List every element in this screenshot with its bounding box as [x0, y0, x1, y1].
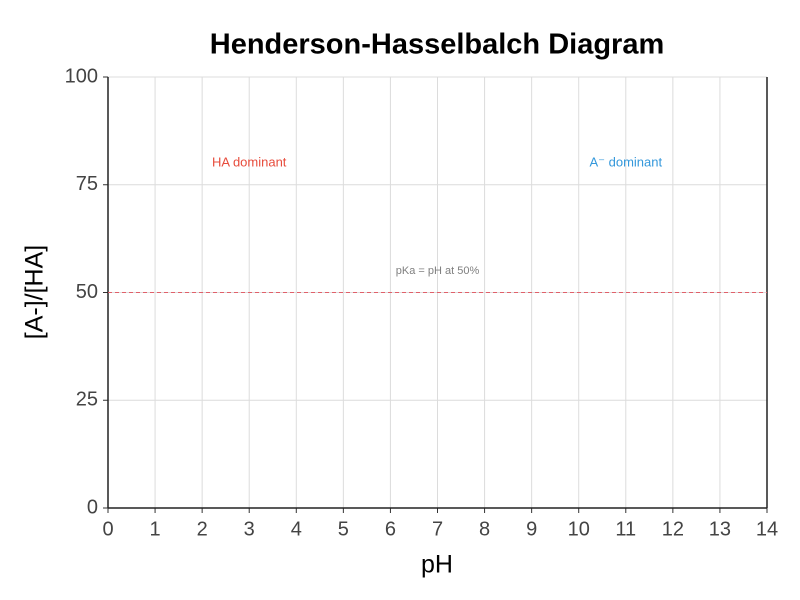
x-tick-label: 10 — [568, 518, 590, 540]
x-tick-label: 13 — [709, 518, 731, 540]
x-tick-label: 3 — [244, 518, 255, 540]
x-axis-label: pH — [421, 551, 453, 579]
y-tick-label: 0 — [87, 496, 98, 518]
x-tick-label: 0 — [102, 518, 113, 540]
y-tick-label: 50 — [76, 281, 98, 303]
x-tick-label: 8 — [479, 518, 490, 540]
annotation: pKa = pH at 50% — [396, 265, 480, 277]
x-tick-label: 14 — [756, 518, 778, 540]
x-tick-label: 12 — [662, 518, 684, 540]
chart-title: Henderson-Hasselbalch Diagram — [210, 29, 664, 61]
x-tick-label: 11 — [615, 518, 636, 540]
x-tick-label: 2 — [197, 518, 208, 540]
x-tick-label: 1 — [150, 518, 161, 540]
y-tick-label: 75 — [76, 173, 98, 195]
y-tick-label: 100 — [65, 65, 98, 87]
x-tick-label: 7 — [432, 518, 443, 540]
x-tick-label: 5 — [338, 518, 349, 540]
annotation: A⁻ dominant — [589, 155, 662, 170]
x-tick-label: 6 — [385, 518, 396, 540]
y-axis-label: [A-]/[HA] — [21, 245, 49, 339]
y-tick-label: 25 — [76, 389, 98, 411]
x-tick-label: 4 — [291, 518, 302, 540]
x-tick-label: 9 — [526, 518, 537, 540]
annotation: HA dominant — [212, 155, 287, 170]
